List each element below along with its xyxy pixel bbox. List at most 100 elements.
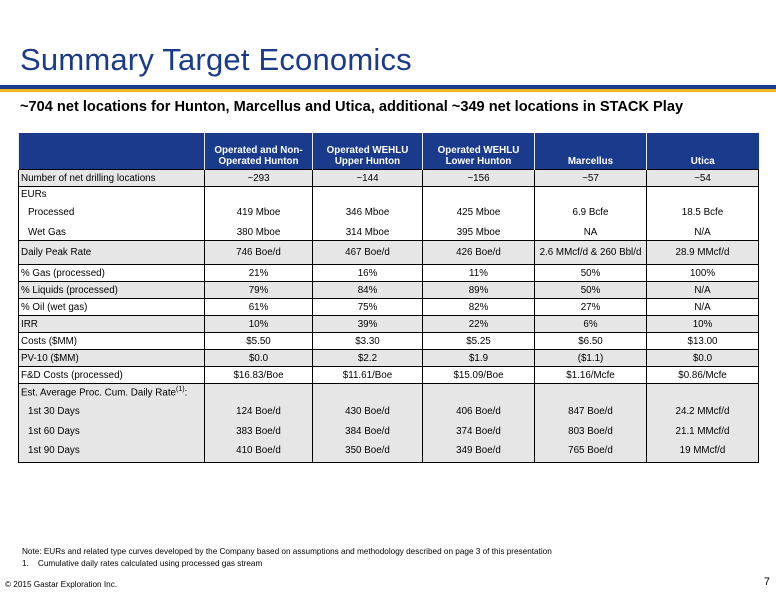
table-cell <box>646 383 759 400</box>
table-cell: 100% <box>646 264 759 282</box>
table-cell: 10% <box>204 315 313 333</box>
table-row: 1st 30 Days 124 Boe/d 430 Boe/d 406 Boe/… <box>18 400 759 423</box>
table-cell: 467 Boe/d <box>312 240 423 265</box>
page-subtitle: ~704 net locations for Hunton, Marcellus… <box>20 99 684 115</box>
table-row: % Oil (wet gas) 61% 75% 82% 27% N/A <box>18 298 759 316</box>
row-label: % Gas (processed) <box>18 264 205 282</box>
notes-block: Note: EURs and related type curves devel… <box>22 546 552 569</box>
table-cell: 406 Boe/d <box>422 400 535 423</box>
row-label-text: Est. Average Proc. Cum. Daily Rate <box>21 387 176 399</box>
table-cell: $2.2 <box>312 349 423 367</box>
table-cell: 61% <box>204 298 313 316</box>
table-cell: N/A <box>646 281 759 299</box>
table-cell: 384 Boe/d <box>312 423 423 439</box>
table-cell: 27% <box>534 298 647 316</box>
table-cell: 75% <box>312 298 423 316</box>
page-title: Summary Target Economics <box>20 42 412 77</box>
row-label: Daily Peak Rate <box>18 240 205 265</box>
table-cell: $1.9 <box>422 349 535 367</box>
table-cell <box>312 383 423 400</box>
table-cell: $0.0 <box>646 349 759 367</box>
table-cell: ~156 <box>422 169 535 187</box>
table-cell: 803 Boe/d <box>534 423 647 439</box>
table-cell: 10% <box>646 315 759 333</box>
row-label: F&D Costs (processed) <box>18 366 205 384</box>
table-cell: 124 Boe/d <box>204 400 313 423</box>
economics-table: Operated and Non-Operated Hunton Operate… <box>18 133 759 463</box>
table-cell: 82% <box>422 298 535 316</box>
table-row: 1st 90 Days 410 Boe/d 350 Boe/d 349 Boe/… <box>18 439 759 463</box>
table-cell: $11.61/Boe <box>312 366 423 384</box>
table-cell: 6% <box>534 315 647 333</box>
table-cell: 765 Boe/d <box>534 439 647 463</box>
table-cell: 11% <box>422 264 535 282</box>
row-label: 1st 90 Days <box>18 439 205 463</box>
title-rule-blue <box>0 85 776 89</box>
table-cell: 746 Boe/d <box>204 240 313 265</box>
row-label: % Liquids (processed) <box>18 281 205 299</box>
table-cell: 374 Boe/d <box>422 423 535 439</box>
table-cell: 16% <box>312 264 423 282</box>
table-cell: 395 Mboe <box>422 224 535 241</box>
row-label: Costs ($MM) <box>18 332 205 350</box>
table-cell: 346 Mboe <box>312 201 423 224</box>
table-cell: 19 MMcf/d <box>646 439 759 463</box>
table-cell: 21% <box>204 264 313 282</box>
table-cell: $5.25 <box>422 332 535 350</box>
page-number: 7 <box>763 576 770 588</box>
table-cell <box>422 383 535 400</box>
table-row: EURs <box>18 186 759 201</box>
row-label: Number of net drilling locations <box>18 169 205 187</box>
table-header-cell: Operated WEHLU Upper Hunton <box>312 133 423 170</box>
table-row: Est. Average Proc. Cum. Daily Rate(1): <box>18 383 759 400</box>
table-cell: 50% <box>534 264 647 282</box>
table-cell <box>422 186 535 201</box>
table-cell: 39% <box>312 315 423 333</box>
table-header-cell: Marcellus <box>534 133 647 170</box>
table-cell: 89% <box>422 281 535 299</box>
copyright-text: © 2015 Gastar Exploration Inc. <box>5 580 118 589</box>
table-row: Number of net drilling locations ~293 ~1… <box>18 169 759 187</box>
table-cell: 18.5 Bcfe <box>646 201 759 224</box>
table-cell: ~57 <box>534 169 647 187</box>
table-cell: 426 Boe/d <box>422 240 535 265</box>
table-row: IRR 10% 39% 22% 6% 10% <box>18 315 759 333</box>
note-text: Note: EURs and related type curves devel… <box>22 547 552 556</box>
table-cell: $13.00 <box>646 332 759 350</box>
table-row: % Gas (processed) 21% 16% 11% 50% 100% <box>18 264 759 282</box>
table-cell: N/A <box>646 224 759 241</box>
row-label: PV-10 ($MM) <box>18 349 205 367</box>
row-label: IRR <box>18 315 205 333</box>
table-cell: 383 Boe/d <box>204 423 313 439</box>
table-cell: $16.83/Boe <box>204 366 313 384</box>
table-cell: 410 Boe/d <box>204 439 313 463</box>
table-cell <box>204 383 313 400</box>
footnote-text: 1. Cumulative daily rates calculated usi… <box>22 558 263 568</box>
table-cell: ~293 <box>204 169 313 187</box>
row-label: EURs <box>18 186 205 201</box>
table-row: Processed 419 Mboe 346 Mboe 425 Mboe 6.9… <box>18 201 759 224</box>
title-rule-gold <box>0 89 776 92</box>
table-cell <box>534 383 647 400</box>
table-cell: 314 Mboe <box>312 224 423 241</box>
table-cell: 2.6 MMcf/d & 260 Bbl/d <box>534 240 647 265</box>
table-row: Daily Peak Rate 746 Boe/d 467 Boe/d 426 … <box>18 240 759 265</box>
table-cell: 6.9 Bcfe <box>534 201 647 224</box>
table-cell <box>534 186 647 201</box>
table-cell: $6.50 <box>534 332 647 350</box>
table-cell: $1.16/Mcfe <box>534 366 647 384</box>
table-cell: 24.2 MMcf/d <box>646 400 759 423</box>
table-cell: $0.0 <box>204 349 313 367</box>
table-header-cell <box>18 133 205 170</box>
table-cell: 28.9 MMcf/d <box>646 240 759 265</box>
table-cell: ($1.1) <box>534 349 647 367</box>
table-cell: 79% <box>204 281 313 299</box>
table-cell: $15.09/Boe <box>422 366 535 384</box>
table-cell: 425 Mboe <box>422 201 535 224</box>
row-label-colon: : <box>184 387 188 399</box>
row-label: Est. Average Proc. Cum. Daily Rate(1): <box>18 383 205 400</box>
table-cell: N/A <box>646 298 759 316</box>
row-label: Wet Gas <box>18 224 205 241</box>
table-cell: $5.50 <box>204 332 313 350</box>
table-row: Wet Gas 380 Mboe 314 Mboe 395 Mboe NA N/… <box>18 224 759 241</box>
